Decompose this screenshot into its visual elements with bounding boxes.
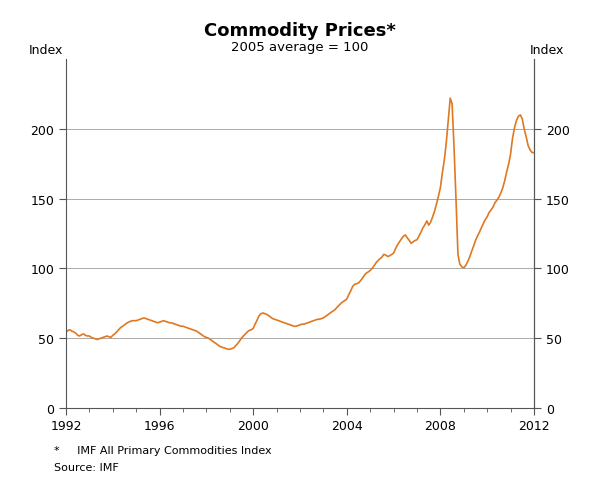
Text: Index: Index (530, 44, 565, 57)
Text: Source: IMF: Source: IMF (54, 462, 119, 472)
Text: Commodity Prices*: Commodity Prices* (204, 22, 396, 39)
Text: 2005 average = 100: 2005 average = 100 (232, 41, 368, 54)
Text: *     IMF All Primary Commodities Index: * IMF All Primary Commodities Index (54, 445, 272, 456)
Text: Index: Index (29, 44, 63, 57)
